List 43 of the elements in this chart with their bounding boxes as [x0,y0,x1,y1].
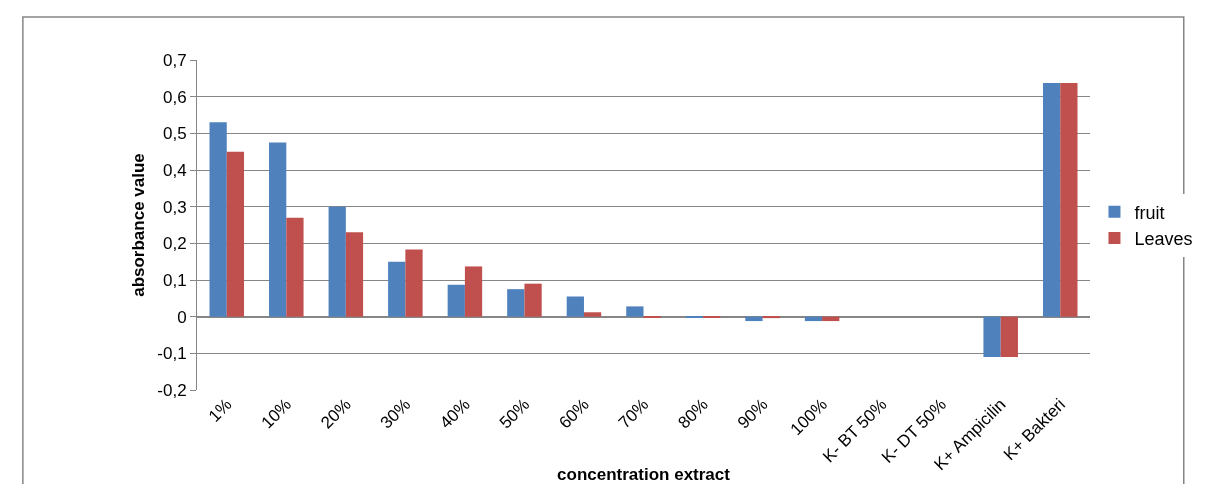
legend-label: Leaves [1134,229,1193,250]
bar [1060,83,1078,317]
bar [507,289,525,317]
bar [983,316,1001,357]
y-tick-label: 0,7 [162,50,187,70]
bar [286,217,304,317]
bar [626,306,644,317]
y-tick-label: 0,6 [162,87,187,107]
y-tick-label: 0,4 [162,160,187,180]
bar [328,206,346,317]
y-tick-label: -0,1 [157,344,187,364]
bar [464,266,483,317]
bar [1000,316,1018,357]
bar [447,284,465,317]
bar [405,249,423,317]
bar [1042,83,1061,317]
bar [762,316,780,319]
y-tick-label: 0,5 [162,124,187,144]
x-axis-title: concentration extract [557,465,731,484]
x-tick-label: 50% [495,394,534,433]
x-tick-label: 70% [614,394,653,433]
x-tick-label: 40% [436,394,474,433]
x-tick-label: 1% [204,394,236,426]
bar [745,316,763,322]
y-axis-title: absorbance value [128,153,148,297]
y-tick-label: 0,2 [162,234,187,254]
bar [524,283,542,317]
legend-label: fruit [1134,202,1165,223]
y-tick-label: 0 [177,307,187,327]
bar [226,151,245,317]
y-tick-label: 0,3 [162,197,187,217]
x-tick-label: 60% [555,394,593,433]
y-tick-label: -0,2 [157,380,187,400]
bar [388,261,406,317]
x-tick-label: 30% [376,394,415,433]
bar [345,232,364,317]
bar [209,122,227,317]
y-tick-label: 0,1 [162,270,187,290]
bar [566,296,584,317]
bar [269,142,287,317]
x-tick-label: 90% [733,394,772,433]
bar [583,312,602,317]
x-tick-label: 80% [674,394,712,433]
